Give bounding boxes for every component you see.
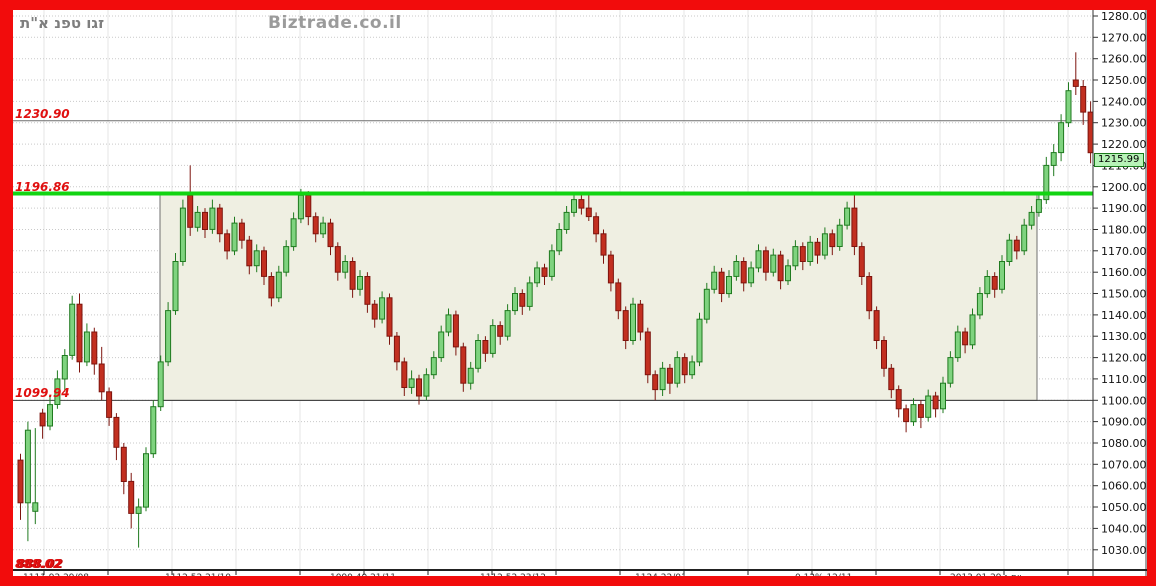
last-price-tag: 1215.99 xyxy=(1094,153,1144,167)
svg-text:1240.00: 1240.00 xyxy=(1101,95,1147,108)
svg-text:1100.00: 1100.00 xyxy=(1101,394,1147,407)
svg-text:1220.00: 1220.00 xyxy=(1101,138,1147,151)
svg-text:1030.00: 1030.00 xyxy=(1101,544,1147,557)
svg-text:1180.00: 1180.00 xyxy=(1101,224,1147,237)
svg-text:1060.00: 1060.00 xyxy=(1101,480,1147,493)
svg-text:1200.00: 1200.00 xyxy=(1101,181,1147,194)
index-title: ת"א נפט וגז xyxy=(20,14,105,32)
svg-text:1090.00: 1090.00 xyxy=(1101,416,1147,429)
svg-text:1280.00: 1280.00 xyxy=(1101,10,1147,23)
svg-text:2013.01.29 יום ג: 2013.01.29 יום ג xyxy=(950,573,1021,576)
price-level-label: 888.02 xyxy=(15,557,62,571)
y-axis: 1030.00 1040.00 1050.00 1060.00 1070.00 1080.… xyxy=(1092,10,1147,576)
svg-text:1111.92 29/08: 1111.92 29/08 xyxy=(23,573,89,576)
svg-text:1270.00: 1270.00 xyxy=(1101,31,1147,44)
svg-text:1230.00: 1230.00 xyxy=(1101,117,1147,130)
svg-text:1124 22/01: 1124 22/01 xyxy=(635,573,687,576)
svg-text:0.12% 12/11: 0.12% 12/11 xyxy=(795,573,852,576)
svg-text:1050.00: 1050.00 xyxy=(1101,501,1147,514)
price-level-label: 1099.94 xyxy=(15,386,70,400)
x-axis: 1111.92 29/08 1112.52 21/10 1090.40 21/11 1… xyxy=(13,569,1147,576)
svg-text:1170.00: 1170.00 xyxy=(1101,245,1147,258)
chart-inner-area: 1030.00 1040.00 1050.00 1060.00 1070.00 1080.… xyxy=(13,10,1147,576)
svg-text:1130.00: 1130.00 xyxy=(1101,330,1147,343)
svg-text:1260.00: 1260.00 xyxy=(1101,53,1147,66)
svg-text:1190.00: 1190.00 xyxy=(1101,202,1147,215)
svg-text:1140.00: 1140.00 xyxy=(1101,309,1147,322)
svg-text:1160.00: 1160.00 xyxy=(1101,266,1147,279)
svg-text:1150.00: 1150.00 xyxy=(1101,288,1147,301)
price-level-label: 1230.90 xyxy=(15,107,70,121)
svg-text:1040.00: 1040.00 xyxy=(1101,522,1147,535)
svg-text:1090.40 21/11: 1090.40 21/11 xyxy=(330,573,396,576)
candlestick-chart[interactable]: 1030.00 1040.00 1050.00 1060.00 1070.00 1080.… xyxy=(13,10,1147,576)
candlestick-series xyxy=(17,52,1094,548)
price-level-label: 1196.86 xyxy=(15,180,70,194)
svg-text:1112.52 23/12: 1112.52 23/12 xyxy=(480,573,546,576)
svg-text:1080.00: 1080.00 xyxy=(1101,437,1147,450)
svg-text:1112.52 21/10: 1112.52 21/10 xyxy=(165,573,231,576)
svg-text:1110.00: 1110.00 xyxy=(1101,373,1147,386)
svg-text:1250.00: 1250.00 xyxy=(1101,74,1147,87)
svg-text:1070.00: 1070.00 xyxy=(1101,458,1147,471)
watermark-logo: Biztrade.co.il xyxy=(268,13,402,33)
svg-text:1120.00: 1120.00 xyxy=(1101,352,1147,365)
